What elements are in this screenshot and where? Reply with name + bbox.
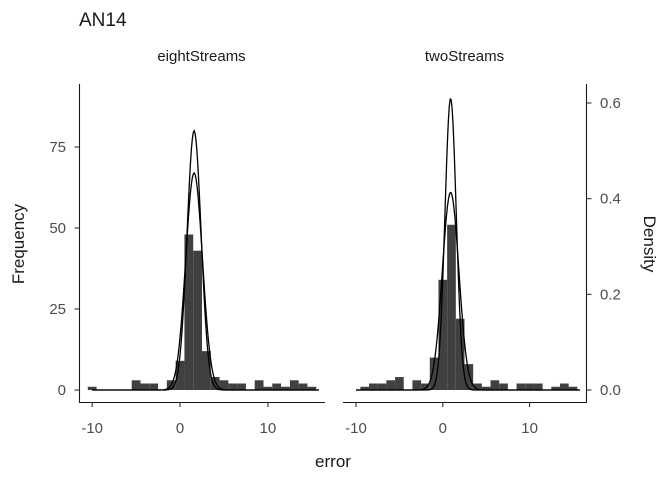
- histogram-bar-eightstreams: [307, 386, 317, 390]
- y-tick-label-left: 50: [49, 220, 66, 237]
- histogram-bar-eightstreams: [289, 380, 299, 390]
- histogram-bar-eightstreams: [263, 386, 273, 390]
- histogram-bar-eightstreams: [87, 386, 97, 390]
- y-tick-label-right: 0.6: [600, 95, 621, 112]
- y-axis-title-left: Frequency: [9, 203, 28, 284]
- x-ticks-eightstreams: -10 0 10: [81, 402, 277, 437]
- x-tick-label: 10: [521, 420, 538, 437]
- histogram-bar-twostreams: [499, 383, 508, 390]
- y-tick-label-left: 75: [49, 139, 66, 156]
- histogram-bar-twostreams: [438, 279, 448, 390]
- x-ticks-twostreams: -10 0 10: [345, 402, 538, 437]
- histogram-bar-eightstreams: [219, 380, 229, 390]
- x-axis-title: error: [315, 452, 351, 471]
- density-curve-twostreams-1: [356, 97, 580, 391]
- bars-twostreams: [360, 224, 578, 390]
- histogram-bar-eightstreams: [184, 234, 194, 390]
- histogram-bar-twostreams: [481, 386, 491, 390]
- histogram-bar-twostreams: [533, 383, 543, 390]
- density-curve-eightstreams-2: [92, 171, 319, 391]
- histogram-bar-eightstreams: [149, 383, 159, 390]
- y-ticks-left: 0 25 50 75: [49, 139, 80, 399]
- bars-eightstreams: [87, 234, 317, 390]
- y-tick-label-right: 0.4: [600, 191, 621, 208]
- panel-label-eightstreams: eightStreams: [157, 48, 245, 65]
- histogram-bar-eightstreams: [298, 383, 308, 390]
- histogram-bar-eightstreams: [131, 380, 141, 390]
- histogram-bar-eightstreams: [254, 380, 264, 390]
- histogram-bar-eightstreams: [237, 383, 246, 390]
- histogram-bar-twostreams: [360, 386, 370, 390]
- histogram-bar-twostreams: [455, 318, 465, 390]
- x-tick-label: 10: [260, 420, 277, 437]
- histogram-bar-twostreams: [386, 380, 396, 390]
- curves-eightstreams: [92, 129, 319, 391]
- histogram-bar-twostreams: [559, 383, 569, 390]
- y-ticks-right: 0.0 0.2 0.4 0.6: [586, 95, 621, 399]
- histogram-bar-eightstreams: [281, 386, 290, 390]
- y-tick-label-left: 25: [49, 301, 66, 318]
- histogram-bar-twostreams: [525, 383, 534, 390]
- histogram-bar-twostreams: [568, 386, 578, 390]
- histogram-bar-twostreams: [412, 380, 422, 390]
- y-axis-title-right: Density: [640, 216, 659, 273]
- y-tick-label-right: 0.2: [600, 286, 621, 303]
- y-tick-label-left: 0: [58, 382, 66, 399]
- panel-label-twostreams: twoStreams: [425, 48, 504, 65]
- histogram-bar-twostreams: [377, 383, 387, 390]
- density-curve-twostreams-2: [356, 191, 580, 391]
- histogram-bar-eightstreams: [228, 383, 238, 390]
- histogram-bar-eightstreams: [210, 377, 220, 390]
- histogram-bar-twostreams: [369, 383, 378, 390]
- panel-eightstreams: eightStreams -10 0 10: [79, 48, 325, 437]
- histogram-bar-twostreams: [447, 224, 456, 390]
- histogram-bar-twostreams: [464, 364, 474, 390]
- curves-twostreams: [356, 97, 580, 391]
- histogram-bar-eightstreams: [202, 351, 211, 390]
- x-tick-label: 0: [439, 420, 447, 437]
- histogram-bar-twostreams: [395, 377, 404, 390]
- histogram-bar-twostreams: [490, 380, 500, 390]
- panel-twostreams: twoStreams -10 0 10: [343, 48, 586, 437]
- chart-title: AN14: [79, 10, 127, 31]
- histogram-bar-eightstreams: [175, 360, 185, 390]
- y-tick-label-right: 0.0: [600, 382, 621, 399]
- histogram-bar-twostreams: [429, 357, 439, 390]
- histogram-bar-eightstreams: [193, 250, 202, 390]
- x-tick-label: -10: [345, 420, 367, 437]
- histogram-bar-twostreams: [516, 383, 526, 390]
- x-tick-label: -10: [81, 420, 103, 437]
- histogram-bar-eightstreams: [140, 383, 150, 390]
- histogram-bar-twostreams: [473, 383, 482, 390]
- histogram-bar-eightstreams: [272, 383, 282, 390]
- histogram-bar-twostreams: [551, 386, 560, 390]
- histogram-bar-twostreams: [421, 383, 430, 390]
- x-tick-label: 0: [176, 420, 184, 437]
